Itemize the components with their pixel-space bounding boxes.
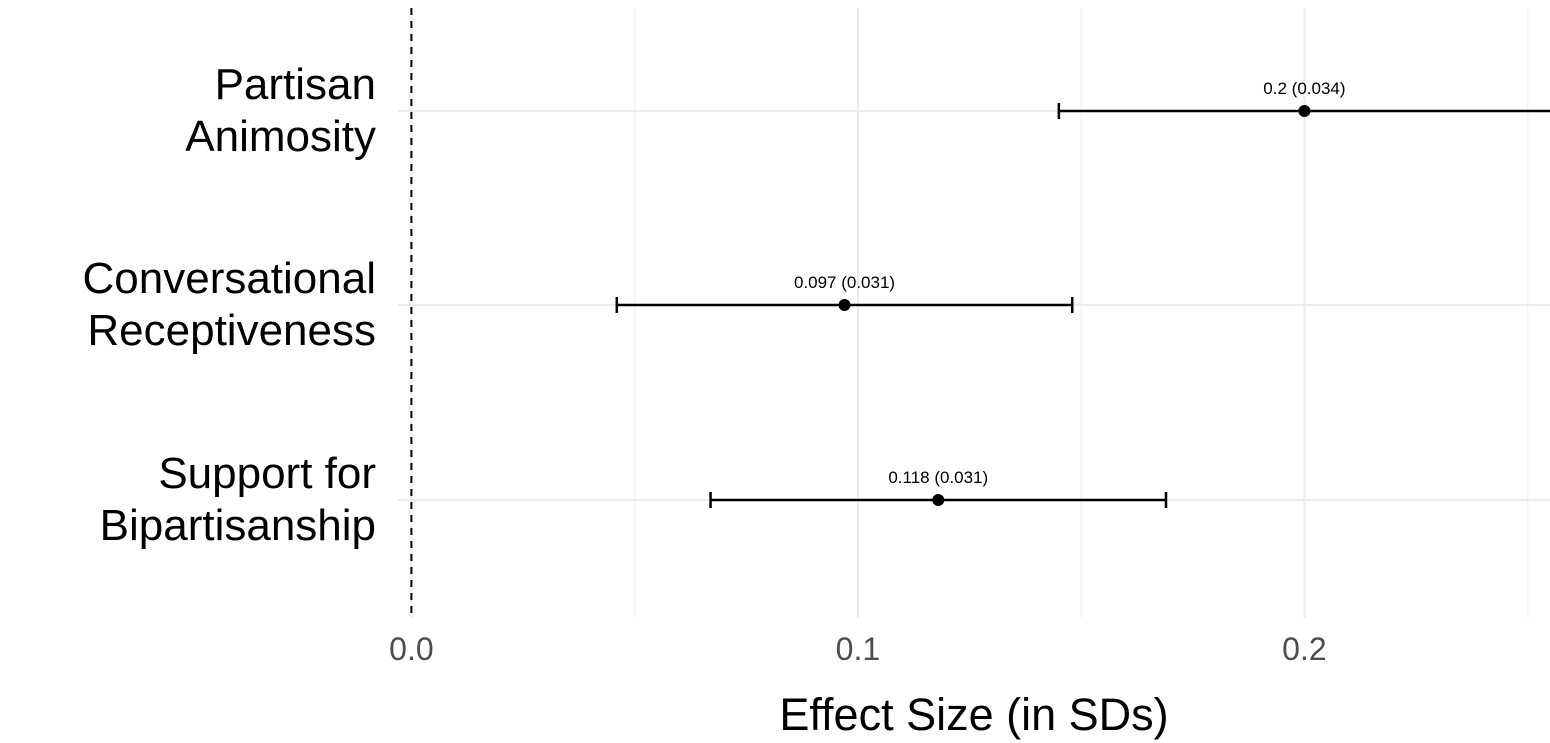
x-tick-label: 0.1	[836, 631, 880, 667]
estimate-data-label: 0.2 (0.034)	[1263, 79, 1345, 98]
category-labels: Partisan Animosity Conversational Receptive…	[83, 60, 377, 550]
grid-lines	[398, 8, 1550, 618]
category-label: Conversational Receptiveness	[83, 254, 377, 355]
x-axis-tick-labels: 0.0 0.1 0.2	[389, 631, 1327, 667]
category-label-line: Support for	[158, 449, 376, 498]
category-label-line: Conversational	[83, 254, 377, 303]
estimate-data-label: 0.097 (0.031)	[794, 273, 895, 292]
x-axis-title: Effect Size (in SDs)	[779, 689, 1168, 740]
category-label: Partisan Animosity	[185, 60, 376, 161]
estimate-point	[838, 299, 851, 311]
category-label: Support for Bipartisanship	[100, 449, 376, 550]
estimate-data-label: 0.118 (0.031)	[888, 468, 988, 487]
category-label-line: Partisan	[215, 60, 376, 109]
category-label-line: Receptiveness	[87, 306, 376, 355]
estimate-point	[932, 494, 945, 506]
error-bar-marks: 0.2 (0.034) 0.097 (0.031) 0.118 (0.031)	[615, 79, 1550, 508]
category-label-line: Bipartisanship	[100, 501, 376, 550]
category-label-line: Animosity	[185, 112, 376, 161]
x-tick-label: 0.2	[1282, 631, 1326, 667]
estimate-point	[1298, 105, 1311, 117]
x-tick-label: 0.0	[389, 631, 433, 667]
